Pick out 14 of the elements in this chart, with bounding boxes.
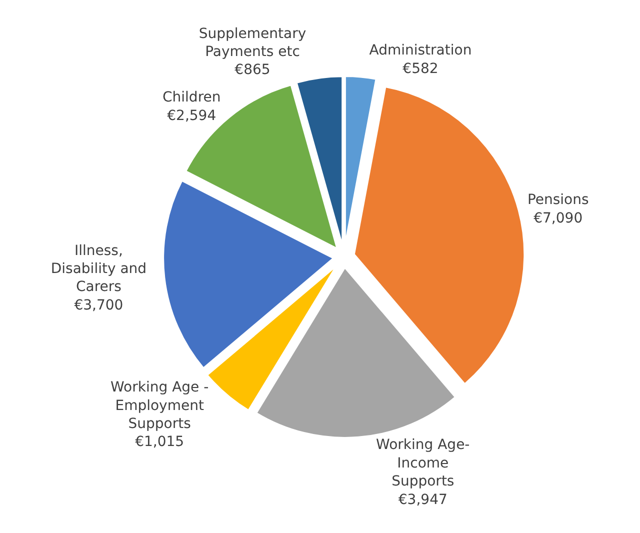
slice-label: Illness, Disability and Carers xyxy=(50,242,147,296)
slice-label: Supplementary Payments etc xyxy=(198,26,306,60)
data-label: €1,015 xyxy=(135,434,184,450)
data-label: €3,947 xyxy=(398,492,448,508)
data-label: €7,090 xyxy=(534,210,583,226)
data-label: €2,594 xyxy=(167,108,216,124)
slice-label: Pensions xyxy=(527,192,589,208)
slice-label: Children xyxy=(162,90,221,106)
slice-label: Working Age - Employment Supports xyxy=(110,380,209,432)
slice-label: Working Age- Income Supports xyxy=(376,437,470,490)
slice-label: Administration xyxy=(369,42,472,59)
data-label: €582 xyxy=(402,60,438,77)
data-label: €865 xyxy=(234,62,270,78)
data-label: €3,700 xyxy=(74,297,124,314)
